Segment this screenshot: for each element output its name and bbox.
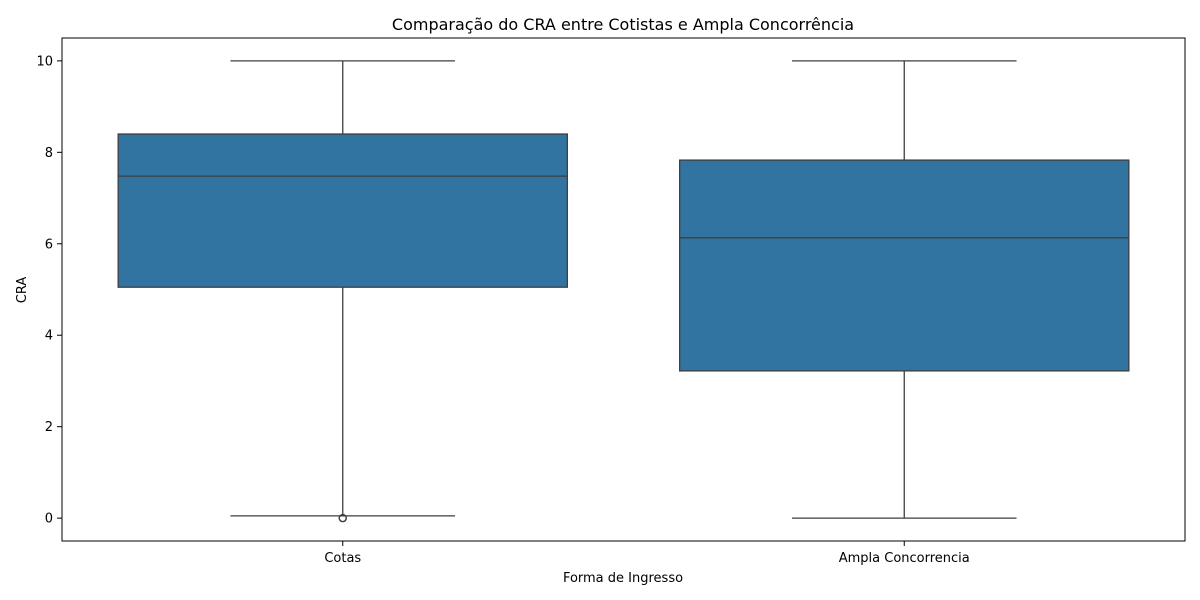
y-tick-label: 4	[45, 329, 53, 344]
y-tick-label: 6	[45, 237, 53, 252]
y-tick-label: 8	[45, 146, 53, 161]
boxes-layer	[117, 60, 1130, 523]
box-group	[679, 60, 1130, 519]
iqr-box	[679, 159, 1130, 372]
x-tick-label: Ampla Concorrencia	[839, 551, 970, 566]
y-axis-ticks: 0 2 4 6 8 10	[36, 54, 62, 527]
plot-area-frame	[61, 37, 1186, 542]
chart-title: Comparação do CRA entre Cotistas e Ampla…	[392, 15, 854, 34]
x-axis-label: Forma de Ingresso	[563, 571, 683, 586]
box-group	[117, 60, 569, 523]
iqr-box	[117, 133, 569, 288]
x-tick-label: Cotas	[324, 551, 361, 566]
outlier-point	[338, 513, 347, 523]
y-axis-label: CRA	[15, 277, 30, 304]
y-tick-label: 10	[36, 54, 53, 69]
y-tick-label: 2	[45, 420, 53, 435]
y-tick-label: 0	[45, 512, 53, 527]
x-axis-ticks: Cotas Ampla Concorrencia	[324, 541, 970, 566]
